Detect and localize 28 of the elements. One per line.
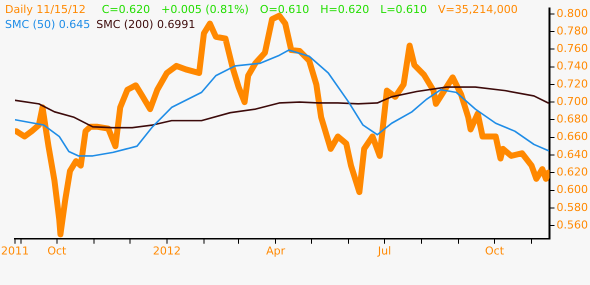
annotation: V=35,214,000 [438, 2, 518, 16]
annotation: H=0.620 [320, 2, 370, 16]
x-tick-label: Oct [484, 244, 505, 258]
x-tick-label: Oct [47, 244, 68, 258]
y-tick-label: 0.640 [556, 148, 588, 161]
y-tick-label: 0.620 [556, 166, 588, 179]
chart-title: Daily 11/15/12 [5, 2, 86, 16]
y-tick-label: 0.660 [556, 130, 588, 144]
text: SMC (200) 0.6991 [96, 18, 196, 31]
y-tick-label: 0.700 [556, 94, 588, 108]
y-tick-label: 0.600 [556, 183, 588, 196]
y-tick-label: 0.780 [556, 24, 588, 38]
x-tick-label: 2011 [0, 244, 29, 258]
y-tick-label: 0.760 [556, 42, 588, 56]
y-tick-label: 0.720 [556, 77, 588, 90]
y-tick-label: 0.740 [556, 60, 588, 73]
y-tick-label: 0.800 [556, 6, 588, 20]
annotation: O=0.610 [260, 2, 310, 16]
x-tick-label: 2012 [152, 244, 181, 258]
annotation: L=0.610 [380, 2, 428, 16]
text: SMC (50) 0.645 [5, 18, 90, 31]
y-tick-label: 0.580 [556, 200, 588, 214]
x-tick-label: Jul [376, 244, 392, 258]
y-tick-label: 0.560 [556, 218, 588, 232]
annotation: +0.005 (0.81%) [161, 2, 249, 16]
annotation: C=0.620 [102, 2, 150, 16]
y-tick-label: 0.680 [556, 112, 588, 126]
x-tick-label: Apr [266, 244, 286, 258]
